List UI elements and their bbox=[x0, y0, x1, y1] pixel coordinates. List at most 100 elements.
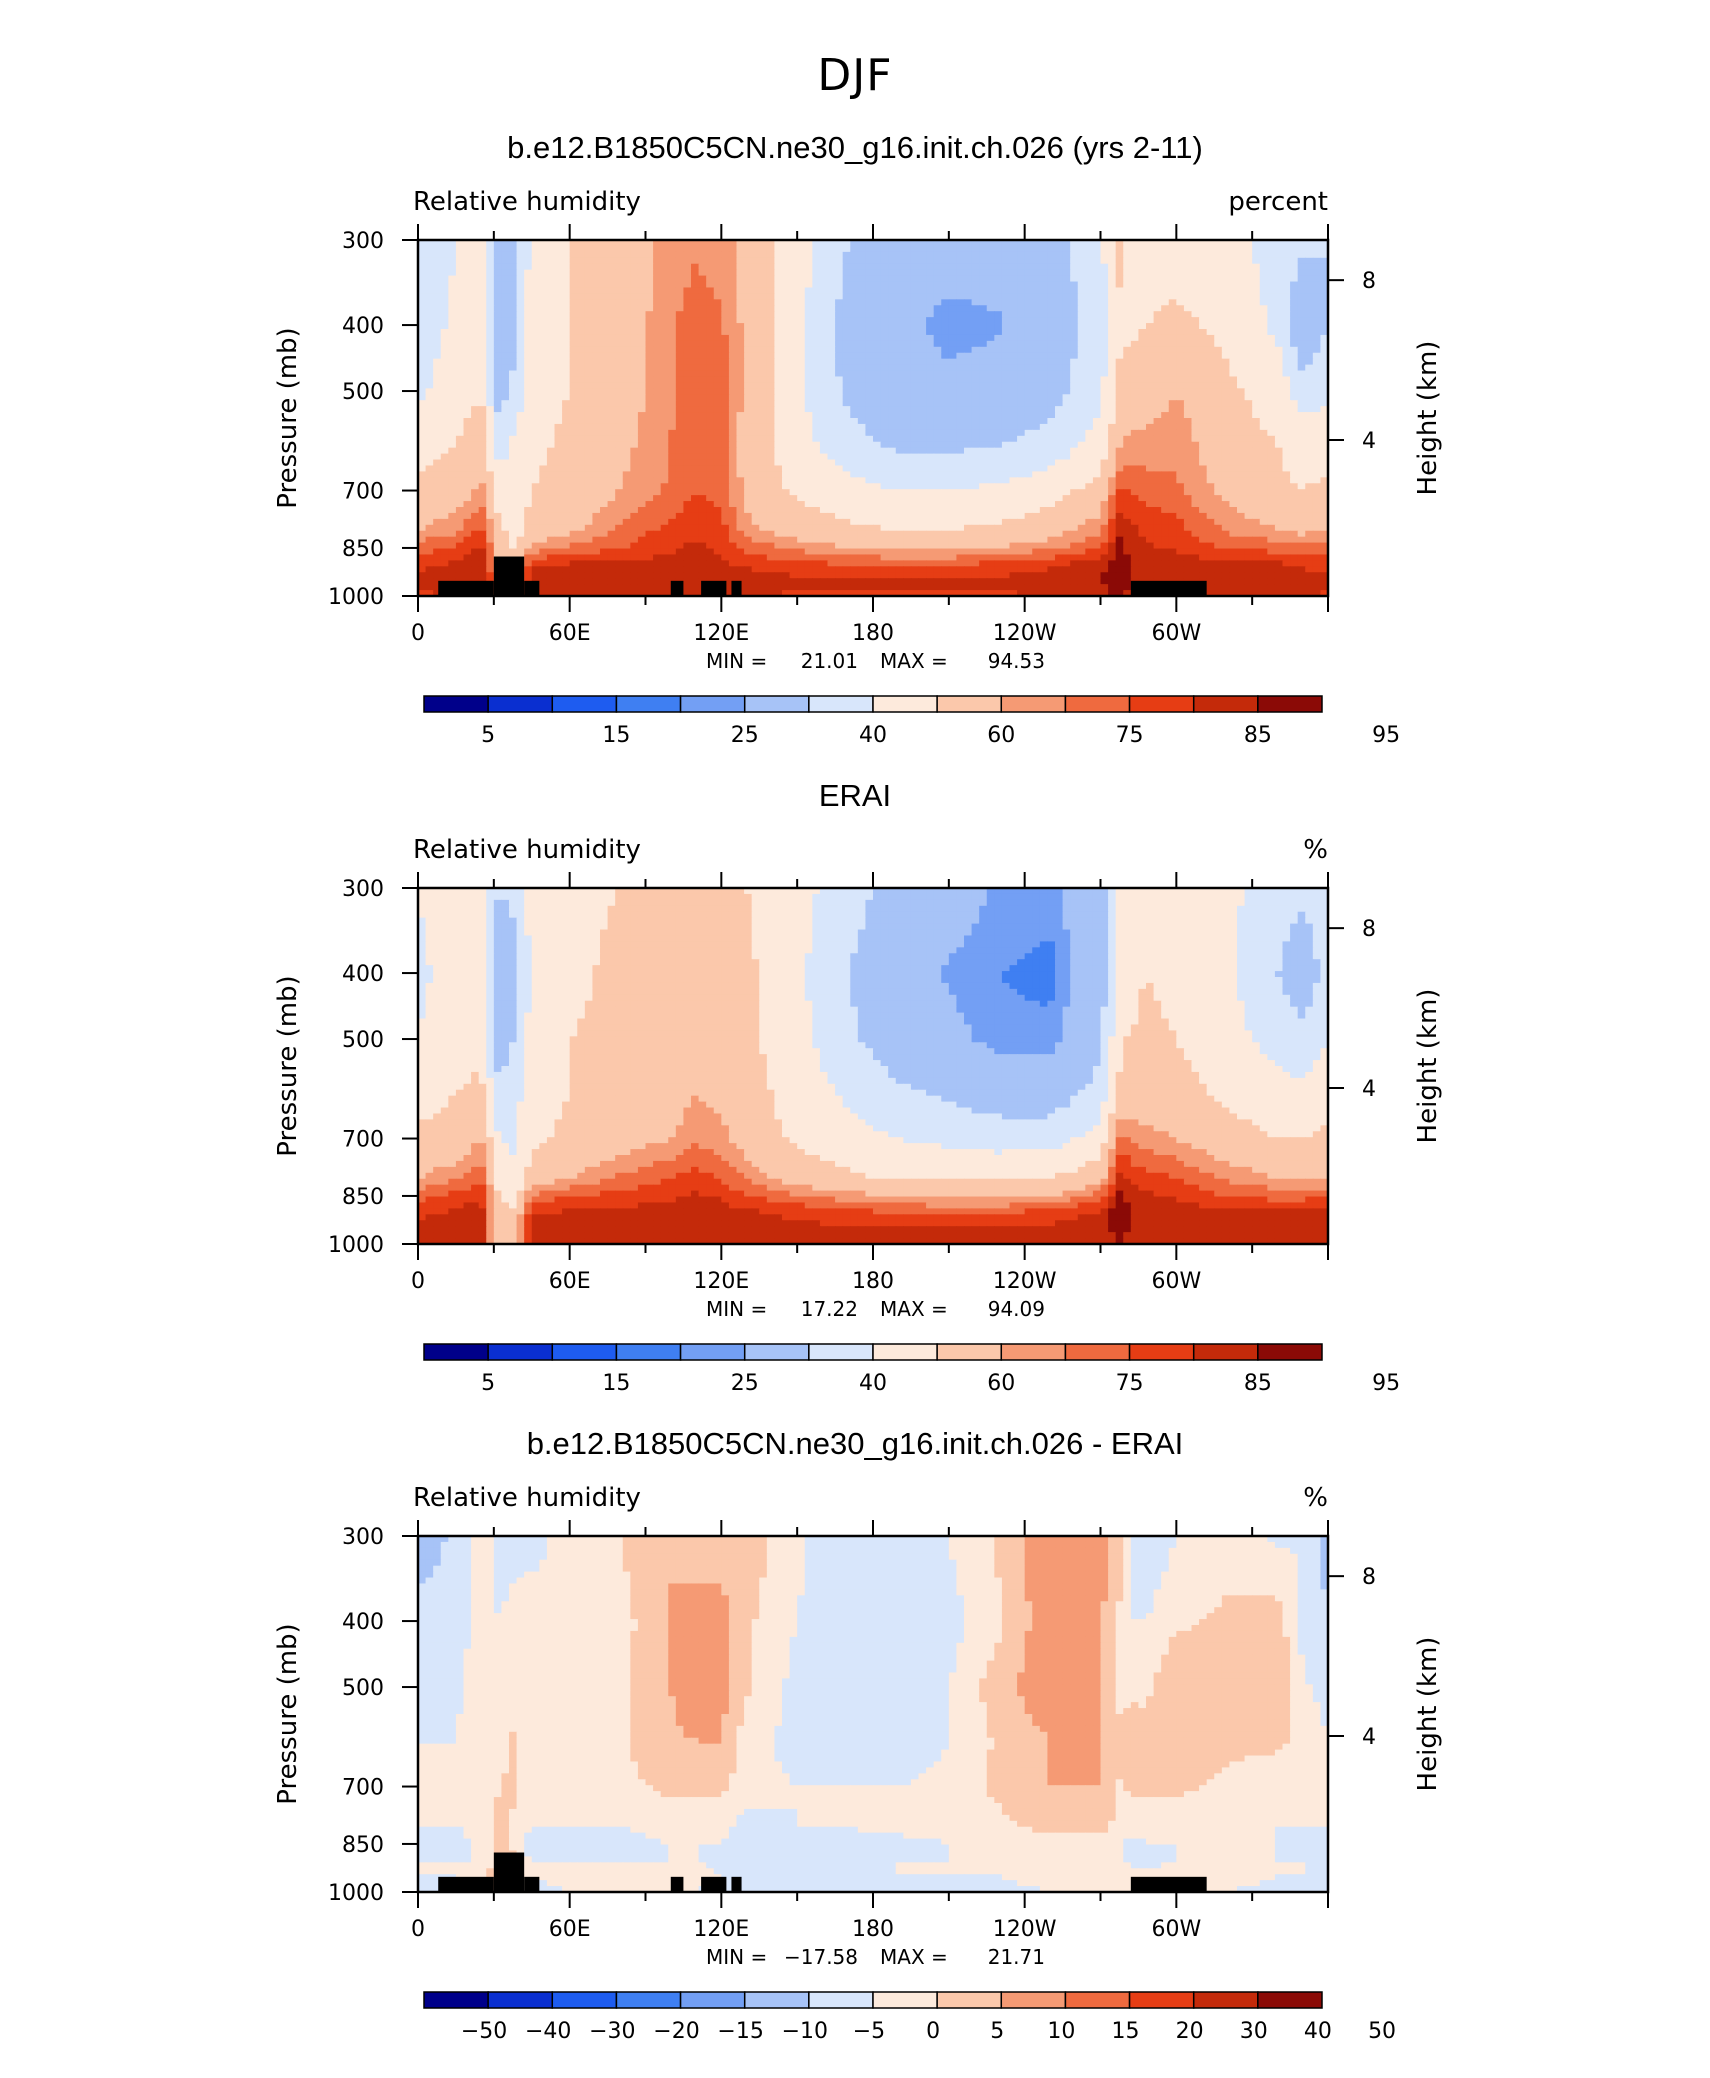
field-cell bbox=[577, 441, 586, 449]
field-cell bbox=[509, 453, 518, 461]
field-cell bbox=[895, 418, 904, 425]
field-cell bbox=[1252, 299, 1261, 306]
field-cell bbox=[888, 305, 897, 312]
field-cell bbox=[964, 305, 973, 312]
field-cell bbox=[888, 240, 897, 247]
field-cell bbox=[857, 287, 867, 294]
field-cell bbox=[1138, 358, 1147, 366]
field-cell bbox=[819, 441, 829, 449]
field-cell bbox=[1024, 317, 1033, 324]
field-cell bbox=[1267, 257, 1276, 265]
field-cell bbox=[857, 299, 867, 306]
field-cell bbox=[948, 483, 958, 490]
field-cell bbox=[592, 334, 601, 342]
field-cell bbox=[1138, 429, 1147, 437]
field-cell bbox=[645, 275, 654, 283]
field-cell bbox=[455, 251, 465, 259]
field-cell bbox=[1297, 423, 1306, 431]
field-cell bbox=[1176, 429, 1185, 437]
field-cell bbox=[1062, 447, 1071, 455]
field-cell bbox=[759, 453, 768, 461]
field-cell bbox=[531, 453, 540, 461]
field-cell bbox=[857, 340, 867, 348]
field-cell bbox=[1320, 388, 1329, 395]
field-cell bbox=[531, 394, 540, 401]
field-cell bbox=[751, 281, 760, 289]
field-cell bbox=[1206, 251, 1215, 259]
field-cell bbox=[546, 240, 556, 247]
field-cell bbox=[516, 305, 525, 312]
field-cell bbox=[531, 317, 540, 324]
field-cell bbox=[986, 382, 995, 389]
field-cell bbox=[1229, 305, 1238, 312]
field-cell bbox=[1115, 441, 1124, 449]
field-cell bbox=[1282, 382, 1291, 389]
field-cell bbox=[1305, 447, 1314, 455]
field-cell bbox=[562, 293, 571, 300]
field-cell bbox=[850, 293, 859, 300]
field-cell bbox=[501, 376, 510, 383]
field-cell bbox=[698, 317, 707, 324]
field-cell bbox=[744, 441, 753, 449]
field-cell bbox=[546, 317, 556, 324]
field-cell bbox=[1168, 287, 1177, 294]
field-cell bbox=[910, 418, 920, 425]
field-cell bbox=[1153, 293, 1162, 300]
field-cell bbox=[895, 435, 904, 443]
field-cell bbox=[1259, 441, 1268, 449]
field-cell bbox=[1070, 317, 1079, 324]
field-cell bbox=[1305, 370, 1314, 378]
field-cell bbox=[948, 465, 958, 472]
field-cell bbox=[1237, 394, 1246, 401]
field-cell bbox=[615, 388, 624, 395]
field-cell bbox=[1206, 418, 1215, 425]
field-cell bbox=[751, 388, 760, 395]
field-cell bbox=[1312, 376, 1322, 383]
field-cell bbox=[1176, 299, 1185, 306]
field-cell bbox=[759, 352, 768, 360]
field-cell bbox=[501, 435, 510, 443]
field-cell bbox=[721, 406, 730, 413]
field-cell bbox=[751, 263, 760, 271]
field-cell bbox=[964, 400, 973, 407]
field-cell bbox=[774, 323, 783, 330]
field-cell bbox=[721, 364, 730, 372]
field-cell bbox=[1108, 400, 1117, 407]
field-cell bbox=[1070, 459, 1079, 467]
field-cell bbox=[1017, 447, 1026, 455]
field-cell bbox=[736, 382, 745, 389]
field-cell bbox=[622, 423, 631, 431]
field-cell bbox=[622, 465, 631, 472]
field-cell bbox=[1274, 287, 1284, 294]
field-cell bbox=[1138, 263, 1147, 271]
field-cell bbox=[1024, 465, 1033, 472]
field-cell bbox=[1100, 441, 1109, 449]
field-cell bbox=[1092, 441, 1102, 449]
field-cell bbox=[827, 323, 836, 330]
field-cell bbox=[1092, 269, 1102, 277]
field-cell bbox=[918, 240, 927, 247]
field-cell bbox=[698, 281, 707, 289]
field-cell bbox=[1199, 376, 1208, 383]
field-cell bbox=[660, 459, 669, 467]
field-cell bbox=[766, 293, 776, 300]
field-cell bbox=[994, 400, 1003, 407]
field-cell bbox=[1221, 340, 1231, 348]
field-cell bbox=[592, 305, 601, 312]
field-cell bbox=[509, 382, 518, 389]
field-cell bbox=[948, 275, 958, 283]
field-cell bbox=[471, 382, 480, 389]
field-cell bbox=[478, 299, 487, 306]
field-cell bbox=[1229, 394, 1238, 401]
field-cell bbox=[1229, 323, 1238, 330]
field-cell bbox=[827, 317, 836, 324]
field-cell bbox=[1123, 275, 1132, 283]
field-cell bbox=[721, 352, 730, 360]
field-cell bbox=[797, 263, 806, 271]
field-cell bbox=[713, 418, 722, 425]
field-cell bbox=[1055, 245, 1064, 253]
field-cell bbox=[910, 471, 920, 478]
field-cell bbox=[622, 245, 631, 253]
field-cell bbox=[888, 329, 897, 336]
field-cell bbox=[1123, 382, 1132, 389]
